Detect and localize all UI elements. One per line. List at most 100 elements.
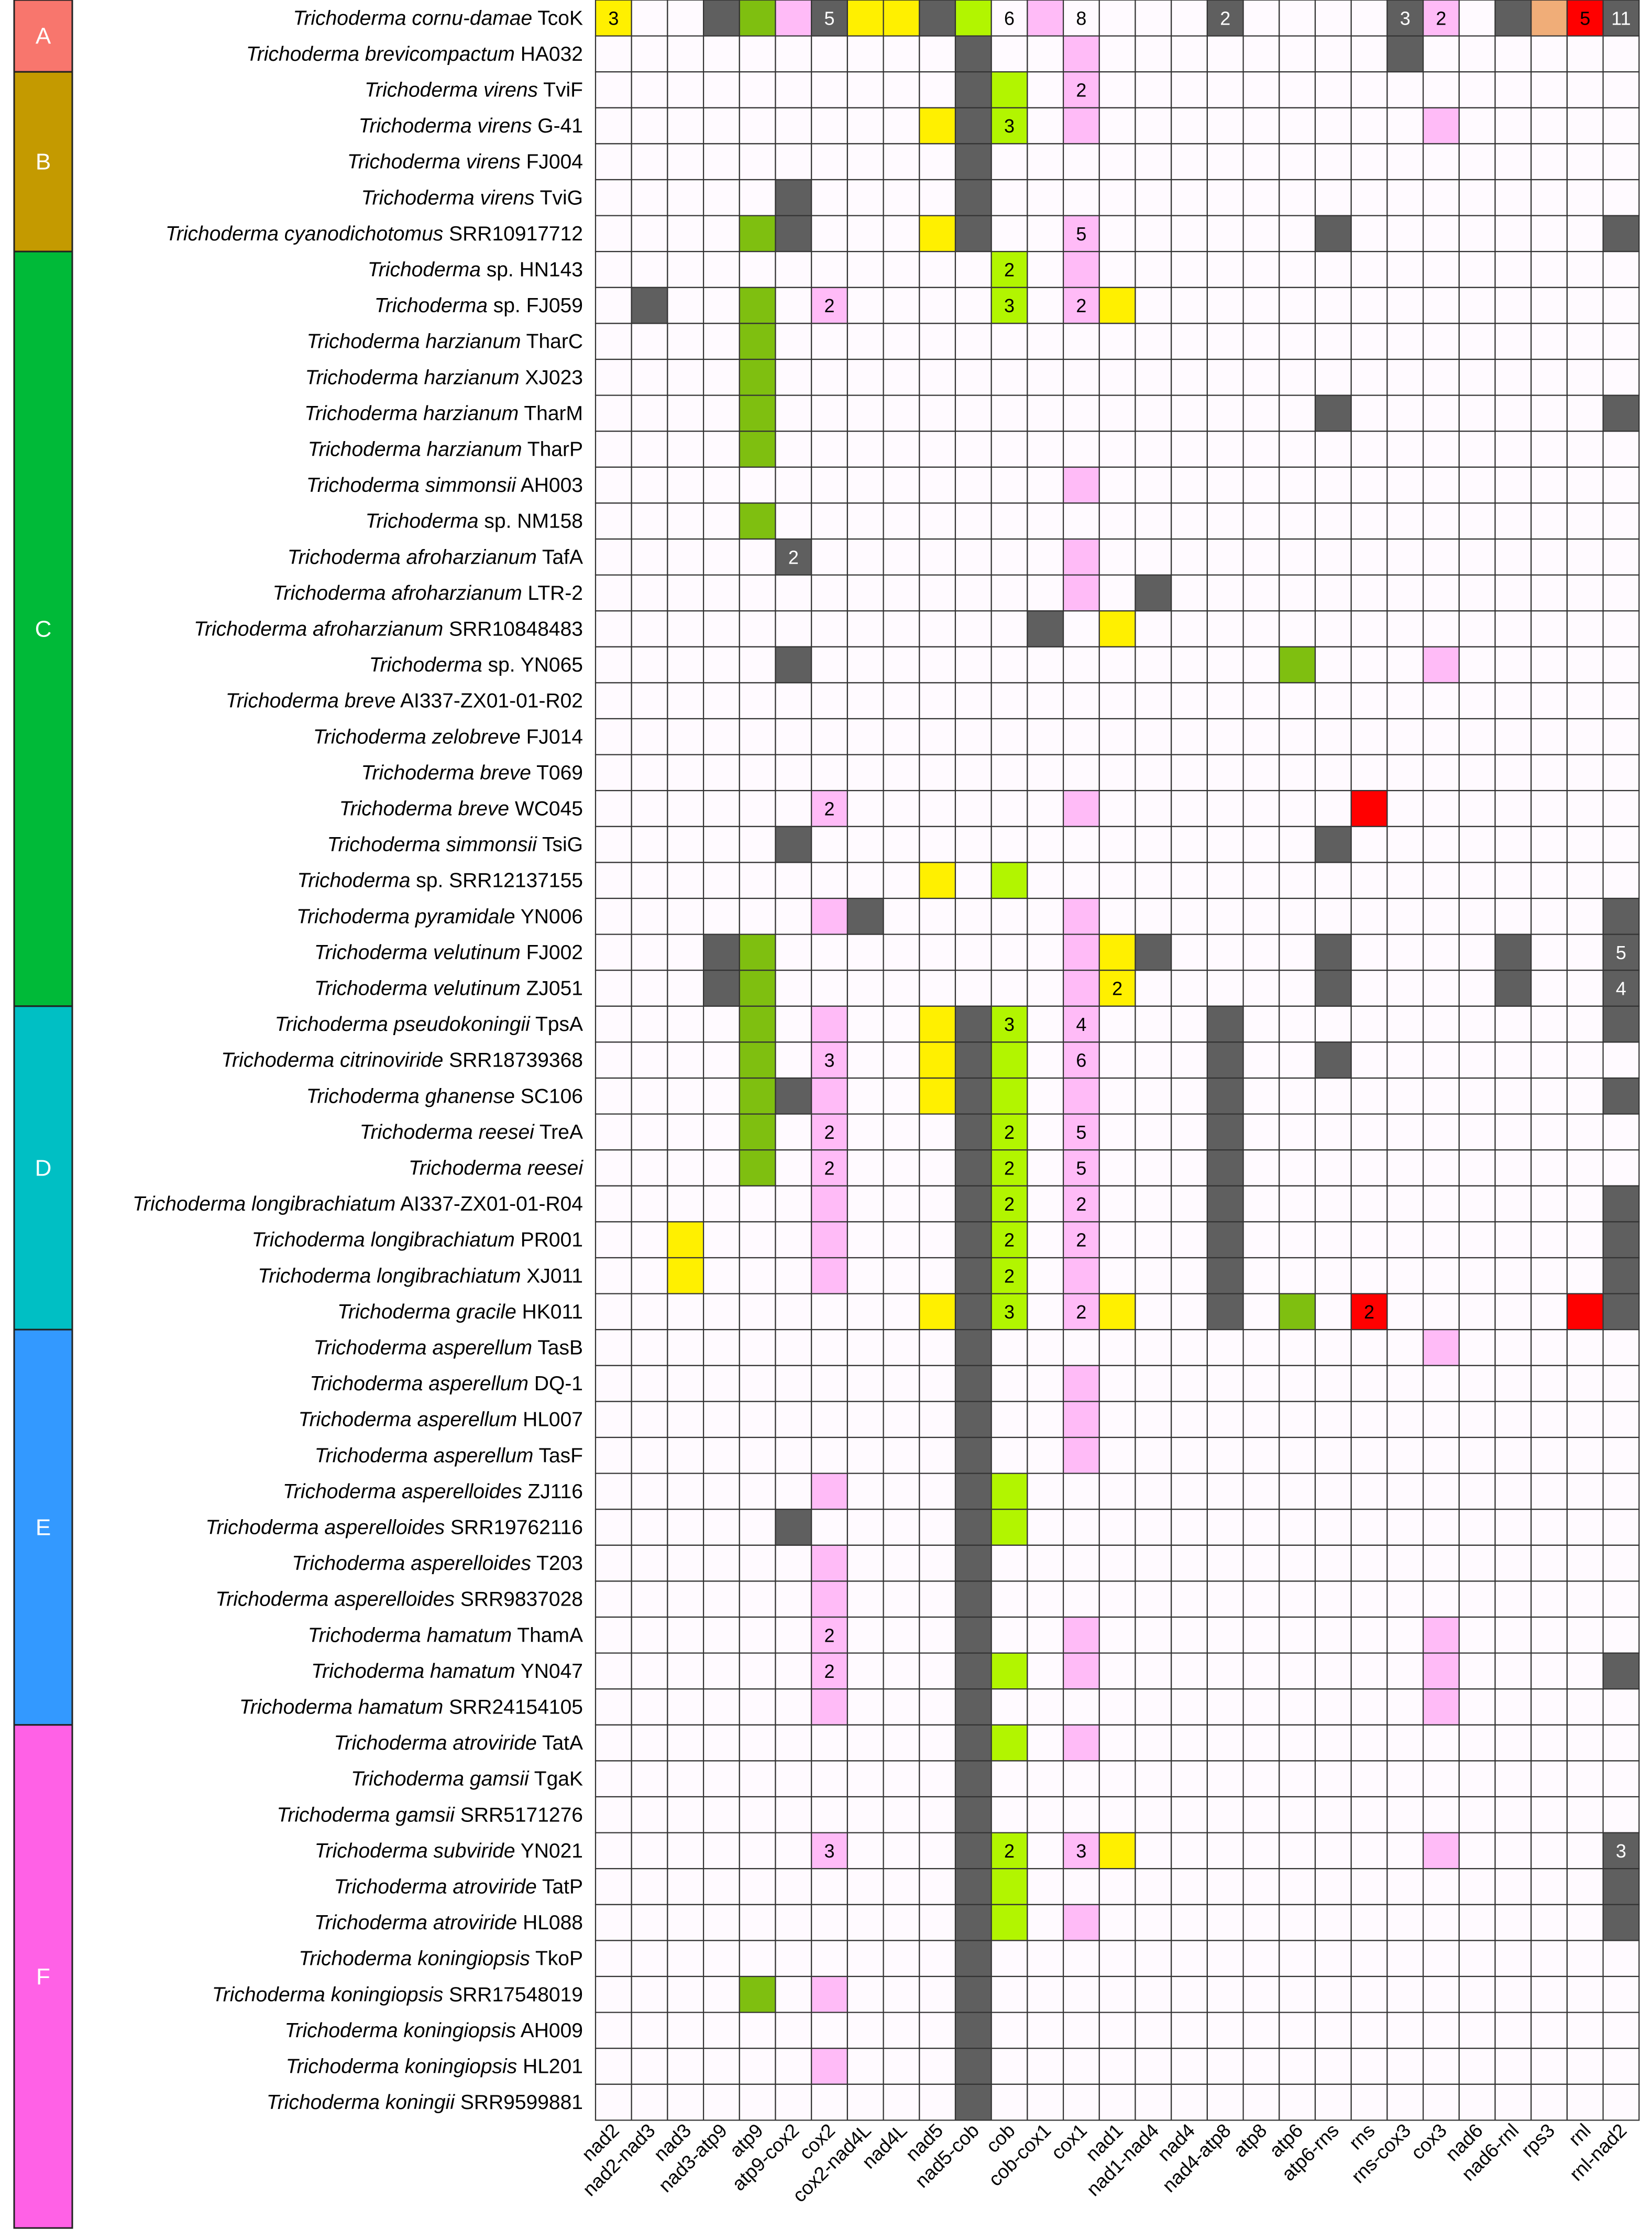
heatmap-cell: [1458, 1724, 1496, 1762]
heatmap-cell: [1027, 1221, 1064, 1259]
heatmap-cell: [1423, 1329, 1460, 1366]
heatmap-cell: [1279, 1113, 1316, 1151]
heatmap-cell: [1350, 1329, 1388, 1366]
heatmap-cell: [883, 179, 920, 216]
heatmap-cell: [1242, 1544, 1280, 1582]
row-label-species: Trichoderma asperellum: [299, 1409, 517, 1431]
heatmap-cell: [1494, 1436, 1532, 1474]
heatmap-cell: [1242, 502, 1280, 540]
heatmap-cell: [1423, 107, 1460, 145]
heatmap-cell: [1171, 1185, 1208, 1223]
row-label-species: Trichoderma longibrachiatum: [252, 1229, 515, 1251]
heatmap-cell: [919, 1688, 956, 1726]
heatmap-cell: [954, 1041, 992, 1079]
heatmap-cell: [919, 179, 956, 216]
heatmap-cell: [739, 1652, 776, 1690]
heatmap-cell: [1530, 574, 1568, 612]
heatmap-cell: [1171, 1940, 1208, 1978]
heatmap-cell: [1314, 970, 1352, 1007]
heatmap-cell: [1206, 502, 1244, 540]
heatmap-cell: [739, 251, 776, 288]
heatmap-cell: [1423, 574, 1460, 612]
heatmap-cell: [1027, 1149, 1064, 1187]
heatmap-cell: [883, 790, 920, 827]
heatmap-cell: [702, 862, 740, 899]
row-label: Trichoderma sp. HN143: [368, 259, 583, 281]
row-label-strain: LTR-2: [522, 582, 583, 605]
heatmap-cell: [1098, 933, 1136, 971]
heatmap-cell: [1242, 287, 1280, 324]
heatmap-cell: [1279, 1329, 1316, 1366]
heatmap-cell: [1206, 1329, 1244, 1366]
heatmap-cell: [1279, 1544, 1316, 1582]
heatmap-cell: [594, 358, 632, 396]
heatmap-cell: [1135, 1616, 1172, 1654]
heatmap-cell: [1135, 502, 1172, 540]
heatmap-cell: [1135, 1904, 1172, 1941]
heatmap-cell: [1206, 897, 1244, 935]
heatmap-cell: [846, 251, 884, 288]
heatmap-cell: [1423, 502, 1460, 540]
cell-count-label: 3: [1076, 1840, 1086, 1862]
heatmap-cell: [1062, 251, 1100, 288]
heatmap-cell: [883, 358, 920, 396]
heatmap-cell: [1242, 1365, 1280, 1402]
heatmap-cell: [919, 1616, 956, 1654]
heatmap-cell: [1279, 215, 1316, 252]
heatmap-cell: [1314, 790, 1352, 827]
heatmap-cell: [1135, 1077, 1172, 1115]
row-label: Trichoderma asperellum TasF: [315, 1444, 583, 1467]
heatmap-cell: [1027, 251, 1064, 288]
heatmap-cell: [594, 1724, 632, 1762]
heatmap-cell: [1314, 2083, 1352, 2121]
row-label-species: Trichoderma virens: [365, 79, 538, 102]
heatmap-cell: [919, 1832, 956, 1870]
heatmap-cell: [1530, 1185, 1568, 1223]
row-label-strain: FJ002: [521, 941, 583, 964]
heatmap-cell: [1027, 1257, 1064, 1294]
heatmap-cell: [594, 1616, 632, 1654]
row-label-species: Trichoderma atroviride: [334, 1732, 537, 1754]
heatmap-cell: [1350, 2012, 1388, 2049]
heatmap-cell: [1062, 1005, 1100, 1043]
row-label: Trichoderma cornu-damae TcoK: [293, 7, 583, 29]
heatmap-cell: [1314, 1652, 1352, 1690]
heatmap-cell: [990, 1724, 1028, 1762]
heatmap-cell: [954, 1005, 992, 1043]
heatmap-cell: [667, 1616, 704, 1654]
row-label: Trichoderma atroviride TatP: [334, 1876, 583, 1898]
row-label: Trichoderma harzianum XJ023: [305, 366, 583, 389]
heatmap-cell: [846, 1760, 884, 1798]
heatmap-cell: [1458, 1473, 1496, 1510]
row-label-strain: G-41: [532, 115, 583, 137]
heatmap-cell: [594, 790, 632, 827]
heatmap-cell: [1386, 394, 1424, 432]
row-label-strain: YN006: [515, 905, 583, 928]
heatmap-cell: [667, 358, 704, 396]
heatmap-cell: [1566, 682, 1604, 720]
heatmap-cell: [1242, 1652, 1280, 1690]
heatmap-cell: [1458, 790, 1496, 827]
row-label-strain: TkoP: [530, 1948, 583, 1970]
heatmap-cell: [1423, 251, 1460, 288]
group-label: B: [36, 149, 51, 175]
heatmap-cell: [919, 71, 956, 108]
heatmap-cell: [1062, 502, 1100, 540]
heatmap-cell: [1135, 1185, 1172, 1223]
heatmap-cell: [919, 431, 956, 468]
row-label: Trichoderma brevicompactum HA032: [246, 43, 583, 65]
heatmap-cell: [811, 143, 848, 181]
heatmap-cell: [1350, 1616, 1388, 1654]
heatmap-cell: [631, 538, 668, 576]
heatmap-cell: [846, 143, 884, 181]
heatmap-cell: [1530, 1688, 1568, 1726]
heatmap-cell: [1242, 933, 1280, 971]
heatmap-cell: [1135, 0, 1172, 37]
heatmap-cell: [1566, 179, 1604, 216]
heatmap-cell: [919, 251, 956, 288]
heatmap-cell: [1206, 574, 1244, 612]
heatmap-cell: [1386, 1257, 1424, 1294]
heatmap-cell: [775, 215, 812, 252]
group-label: E: [36, 1515, 51, 1541]
heatmap-cell: [1171, 862, 1208, 899]
